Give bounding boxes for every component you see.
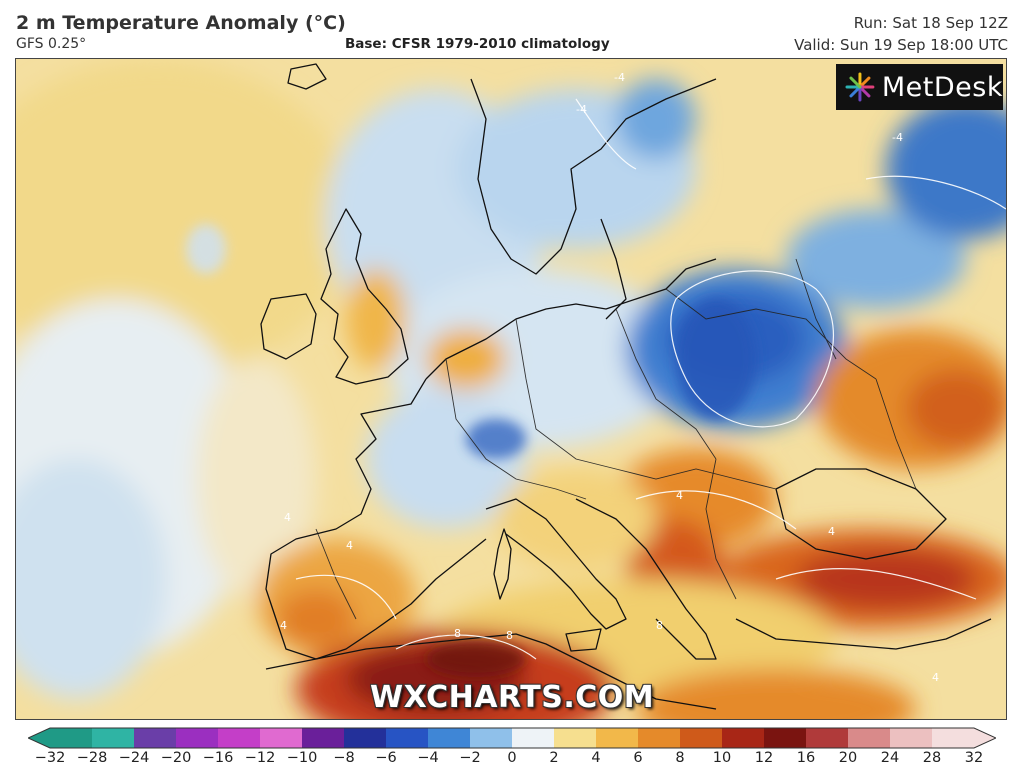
- colorbar-tick-label: 24: [880, 750, 900, 766]
- colorbar-tick-label: −10: [286, 750, 318, 766]
- contour-label: 8: [454, 627, 461, 640]
- metdesk-logo: MetDesk: [836, 64, 1003, 110]
- contour-label: 4: [828, 525, 835, 538]
- anomaly-map: -4 -4 -4 4 4 4 4 8 8 8 4 4: [15, 58, 1007, 720]
- colorbar-tick-label: 8: [675, 750, 685, 766]
- colorbar-segment: [554, 728, 597, 748]
- colorbar-tick-label: 10: [712, 750, 732, 766]
- colorbar-segment: [134, 728, 177, 748]
- colorbar-segment: [260, 728, 303, 748]
- anomaly-detail: [186, 224, 756, 677]
- colorbar-tick-label: −28: [76, 750, 108, 766]
- metdesk-wordmark: MetDesk: [881, 71, 1003, 103]
- contour-labels: -4 -4 -4 4 4 4 4 8 8 8 4 4: [280, 71, 939, 684]
- colorbar-segment: [218, 728, 261, 748]
- contour-label: 8: [506, 629, 513, 642]
- colorbar-tick-label: −32: [34, 750, 66, 766]
- colorbar-segment: [806, 728, 849, 748]
- contour-label: -4: [614, 71, 625, 84]
- colorbar-right-arrow: [974, 728, 996, 748]
- wxcharts-watermark: WXCHARTS.COM: [370, 680, 655, 715]
- run-time-label: Run: Sat 18 Sep 12Z: [853, 14, 1008, 32]
- colorbar-segment: [386, 728, 429, 748]
- colorbar-segment: [92, 728, 135, 748]
- colorbar-segment: [50, 728, 93, 748]
- colorbar-tick-label: 6: [633, 750, 643, 766]
- colorbar-tick-label: 28: [922, 750, 942, 766]
- valid-time-label: Valid: Sun 19 Sep 18:00 UTC: [794, 36, 1008, 54]
- borders: [315, 258, 917, 620]
- map-canvas: -4 -4 -4 4 4 4 4 8 8 8 4 4: [16, 59, 1006, 719]
- colorbar-tick-label: 16: [796, 750, 816, 766]
- contour-label: -4: [576, 103, 587, 116]
- model-label: GFS 0.25°: [16, 36, 87, 52]
- colorbar-tick-label: −8: [333, 750, 355, 766]
- colorbar-segment: [176, 728, 219, 748]
- colorbar-tick-label: 12: [754, 750, 774, 766]
- colorbar-segment: [722, 728, 765, 748]
- colorbar-tick-label: −6: [375, 750, 397, 766]
- colorbar-tick-label: 4: [591, 750, 601, 766]
- base-climatology-label: Base: CFSR 1979-2010 climatology: [345, 36, 610, 52]
- contour-label: 8: [656, 619, 663, 632]
- colorbar-tick-label: 0: [507, 750, 517, 766]
- colorbar-tick-label: −4: [417, 750, 439, 766]
- colorbar-tick-label: −20: [160, 750, 192, 766]
- colorbar-tick-label: −16: [202, 750, 234, 766]
- colorbar-segments: [50, 728, 975, 748]
- contour-label: 4: [280, 619, 287, 632]
- chart-title: 2 m Temperature Anomaly (°C): [16, 12, 346, 34]
- contour-label: 4: [676, 489, 683, 502]
- colorbar-segment: [680, 728, 723, 748]
- contour-label: 4: [346, 539, 353, 552]
- colorbar-segment: [638, 728, 681, 748]
- colorbar-segment: [764, 728, 807, 748]
- colorbar-segment: [344, 728, 387, 748]
- colorbar-tick-label: −2: [459, 750, 481, 766]
- colorbar-segment: [512, 728, 555, 748]
- colorbar-left-arrow: [28, 728, 50, 748]
- colorbar-segment: [848, 728, 891, 748]
- colorbar-segment: [596, 728, 639, 748]
- contour-lines: [295, 98, 1006, 660]
- contour-label: -4: [892, 131, 903, 144]
- contour-label: 4: [932, 671, 939, 684]
- colorbar-segment: [428, 728, 471, 748]
- colorbar-segment: [302, 728, 345, 748]
- colorbar-tick-label: −24: [118, 750, 150, 766]
- colorbar-outline: [28, 727, 996, 749]
- colorbar: [28, 727, 996, 749]
- colorbar-tick-label: −12: [244, 750, 276, 766]
- colorbar-segment: [890, 728, 933, 748]
- colorbar-segment: [932, 728, 975, 748]
- colorbar-ticks: −32 −28 −24 −20 −16 −12 −10 −8 −6 −4 −2 0 2 4 6 8 10 12 16…: [0, 750, 1024, 774]
- colorbar-tick-label: 20: [838, 750, 858, 766]
- contour-label: 4: [284, 511, 291, 524]
- colorbar-segment: [470, 728, 513, 748]
- colorbar-tick-label: 32: [964, 750, 984, 766]
- metdesk-burst-icon: [845, 72, 875, 102]
- colorbar-tick-label: 2: [549, 750, 559, 766]
